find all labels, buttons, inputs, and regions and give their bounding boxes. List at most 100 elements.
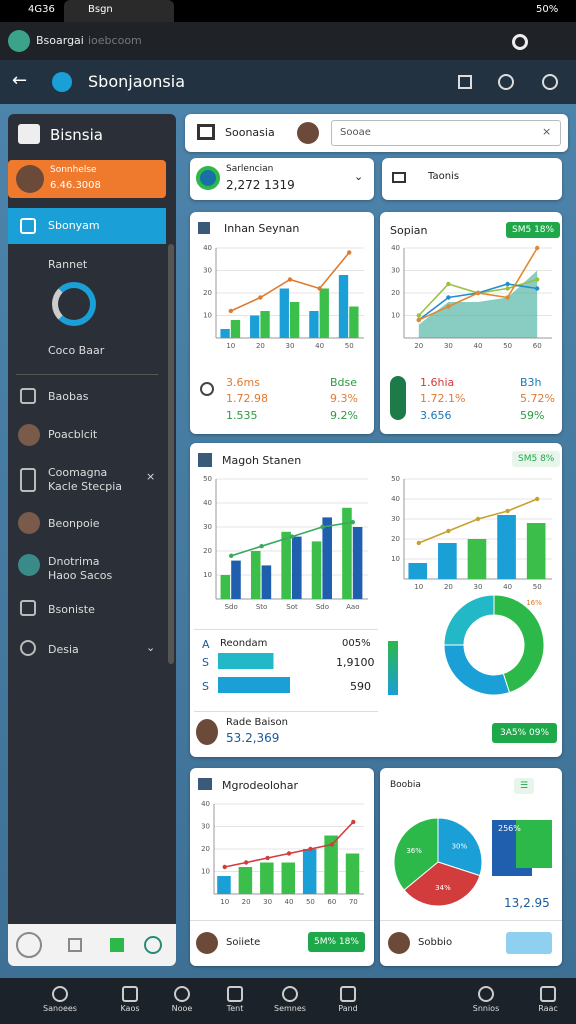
nav-label[interactable]: Baobas (48, 390, 89, 403)
bar (290, 302, 300, 338)
point (320, 524, 325, 530)
expand-icon[interactable]: × (146, 470, 156, 483)
footer-icon[interactable] (68, 938, 82, 952)
nav-icon[interactable] (52, 986, 68, 1002)
point (535, 277, 540, 282)
x-tick-label: 50 (503, 342, 512, 350)
nav-label[interactable]: Beonpoie (48, 517, 100, 530)
profile-item[interactable]: Sonnhelse 6.46.3008 (8, 160, 166, 198)
nav-icon[interactable] (227, 986, 243, 1002)
menu-icon[interactable] (197, 124, 215, 140)
point (475, 290, 481, 296)
nav-label[interactable]: Kacle Stecpia (48, 480, 123, 493)
bar (281, 862, 295, 894)
badge: SM5 8% (512, 451, 561, 467)
donut-chart: 16% (443, 594, 545, 696)
nav-label[interactable]: Desia (48, 643, 79, 656)
point (258, 295, 263, 300)
action-button[interactable]: Taonis (382, 158, 562, 200)
chart-card: Mgrodeolohar 10 20 30 40 10 20 30 40 50 60 70 Soii… (190, 768, 374, 966)
slice-label: 30% (452, 842, 468, 850)
bar (261, 565, 272, 599)
stat: 59% (520, 409, 545, 422)
nav-label[interactable]: Snnios (472, 1004, 500, 1013)
settings-icon[interactable] (542, 74, 558, 90)
selector[interactable]: Sarlencian 2,272 1319 ⌄ (190, 158, 374, 200)
nav-label[interactable]: Coco Baar (48, 344, 105, 357)
search-box[interactable]: Sooae × (331, 120, 561, 146)
search-placeholder: Sooae (340, 127, 371, 138)
nav-label[interactable]: Rannet (48, 258, 88, 271)
expand-icon[interactable]: ⌄ (146, 641, 156, 654)
nav-icon[interactable] (282, 986, 298, 1002)
stat: 1.535 (226, 409, 258, 422)
nav-icon[interactable] (122, 986, 138, 1002)
x-tick-label: 60 (533, 342, 542, 350)
nav-icon[interactable] (174, 986, 190, 1002)
nav-icon (20, 388, 36, 404)
avatar (18, 554, 40, 576)
footer-icon[interactable] (16, 932, 42, 958)
scrollbar[interactable] (168, 244, 174, 664)
browser-title: Bsoargai (36, 34, 84, 47)
nav-label[interactable]: Sanoees (43, 1004, 77, 1013)
box-label: 256% (498, 824, 521, 833)
footer-button[interactable] (506, 932, 552, 954)
nav-label[interactable]: Tent (226, 1004, 244, 1013)
point (347, 250, 352, 255)
x-tick-label: 60 (327, 898, 336, 906)
bar (230, 320, 241, 338)
clear-icon[interactable]: × (542, 125, 552, 138)
point (416, 313, 421, 318)
hbar-chart (218, 653, 290, 693)
nav-label[interactable]: Nooe (171, 1004, 193, 1013)
sidebar-icon (18, 124, 40, 144)
card-title: Mgrodeolohar (222, 779, 298, 792)
y-tick-label: 10 (203, 312, 212, 320)
slice (437, 817, 483, 877)
tab[interactable] (64, 0, 174, 22)
footer-icon[interactable] (144, 936, 162, 954)
point (416, 540, 421, 546)
battery: 50% (536, 4, 559, 15)
divider (190, 920, 374, 921)
slice-label: 36% (406, 847, 422, 855)
nav-icon[interactable] (478, 986, 494, 1002)
bell-icon[interactable] (498, 74, 514, 90)
chart: 10 20 30 40 20 30 40 50 60 (391, 244, 552, 350)
nav-label[interactable]: Kaos (120, 1004, 140, 1013)
back-button[interactable]: ← (12, 70, 28, 91)
reload-icon[interactable] (512, 34, 528, 50)
point (535, 496, 540, 502)
avatar[interactable] (8, 30, 30, 52)
grid-icon[interactable] (458, 75, 472, 89)
stat: 3.656 (420, 409, 452, 422)
donut-label: 16% (526, 599, 542, 607)
x-tick-label: 50 (306, 898, 315, 906)
nav-label[interactable]: Coomagna (48, 466, 108, 479)
nav-label[interactable]: Raac (538, 1004, 558, 1013)
nav-label[interactable]: Haoo Sacos (48, 569, 113, 582)
chart: 10 20 30 40 10 20 30 40 50 60 70 (201, 800, 364, 906)
nav-label[interactable]: Bsoniste (48, 603, 95, 616)
avatar (196, 932, 218, 954)
nav-label[interactable]: Semnes (274, 1004, 306, 1013)
hbar (218, 653, 274, 669)
footer-icon[interactable] (110, 938, 124, 952)
nav-icon[interactable] (340, 986, 356, 1002)
card-icon (198, 222, 210, 234)
x-tick-label: 40 (474, 342, 483, 350)
point (229, 553, 234, 558)
stat: 1.72.98 (226, 392, 268, 405)
chart-card: Magoh Stanen SM5 8% 10 20 30 40 50 Sdo Sto Sot S… (190, 443, 562, 757)
x-tick-label: 70 (349, 898, 358, 906)
point (265, 855, 270, 861)
point (351, 819, 356, 825)
nav-label[interactable]: Poacblcit (48, 428, 98, 441)
nav-icon[interactable] (540, 986, 556, 1002)
nav-label[interactable]: Dnotrima (48, 555, 100, 568)
nav-label[interactable]: Pand (338, 1004, 358, 1013)
nav-item-active[interactable]: Sbonyam (8, 208, 166, 244)
bar (349, 306, 359, 338)
chart: 10 20 30 40 50 10 20 30 40 50 (391, 475, 552, 591)
